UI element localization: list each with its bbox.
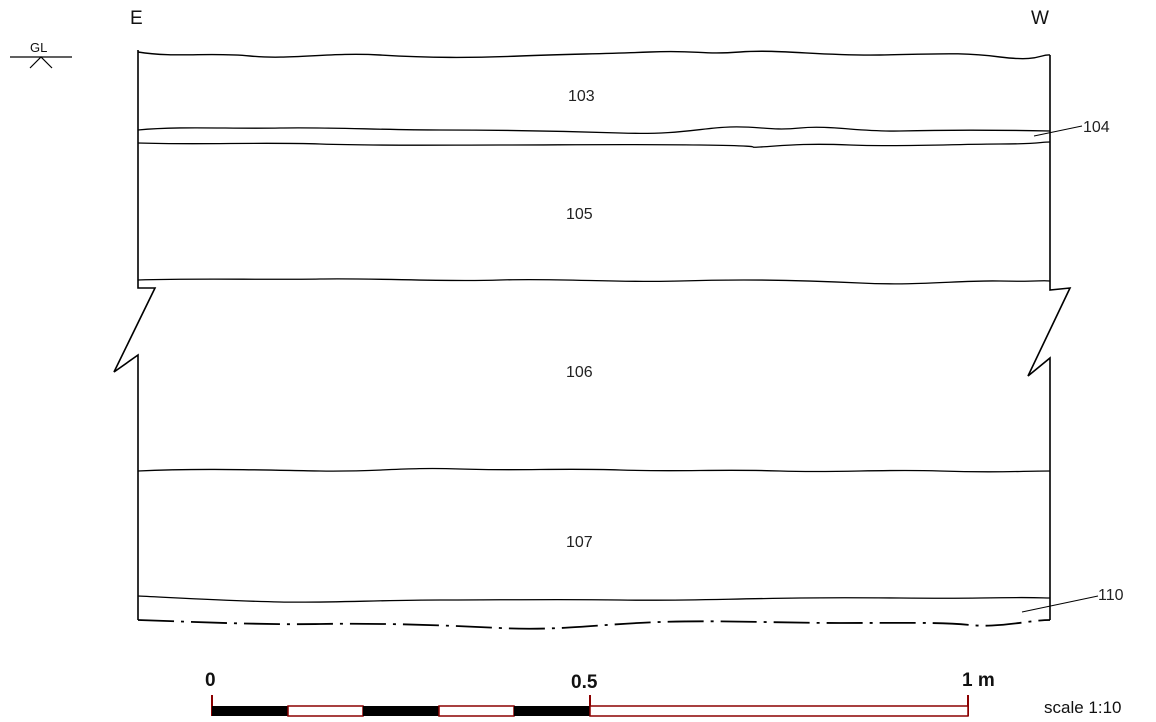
interface-107-110 bbox=[137, 595, 1051, 603]
context-label-106: 106 bbox=[566, 364, 593, 381]
scale-bar-segment-4 bbox=[438, 705, 515, 717]
ground-level-symbol bbox=[10, 56, 72, 69]
ground-surface-line bbox=[137, 50, 1051, 60]
ground-level-label: GL bbox=[30, 40, 48, 55]
leader-line-104 bbox=[1033, 125, 1083, 137]
context-label-104: 104 bbox=[1083, 119, 1110, 136]
scale-label-start: 0 bbox=[205, 670, 216, 691]
scale-bar-segment-1 bbox=[212, 706, 288, 716]
scale-bar-segment-3 bbox=[363, 706, 439, 716]
interface-103-104 bbox=[137, 126, 1051, 134]
context-label-110: 110 bbox=[1098, 587, 1124, 604]
context-label-105: 105 bbox=[566, 206, 593, 223]
scale-bar-segment-2 bbox=[287, 705, 364, 717]
interface-104-105 bbox=[137, 141, 1051, 148]
excavation-base-line bbox=[137, 619, 1051, 630]
scale-bar-segment-6 bbox=[589, 705, 969, 717]
orientation-east-label: E bbox=[130, 8, 143, 29]
leader-line-110 bbox=[1021, 595, 1099, 613]
scale-label-middle: 0.5 bbox=[571, 672, 598, 693]
scale-bar-segment-5 bbox=[514, 706, 590, 716]
scale-label-end: 1 m bbox=[962, 670, 995, 691]
interface-106-107 bbox=[137, 467, 1051, 473]
scale-bar bbox=[211, 695, 969, 717]
interface-105-106 bbox=[137, 278, 1051, 285]
section-frame bbox=[113, 50, 1072, 620]
context-label-107: 107 bbox=[566, 534, 593, 551]
context-label-103: 103 bbox=[568, 88, 595, 105]
scale-note: scale 1:10 bbox=[1044, 698, 1122, 717]
orientation-west-label: W bbox=[1031, 8, 1049, 29]
